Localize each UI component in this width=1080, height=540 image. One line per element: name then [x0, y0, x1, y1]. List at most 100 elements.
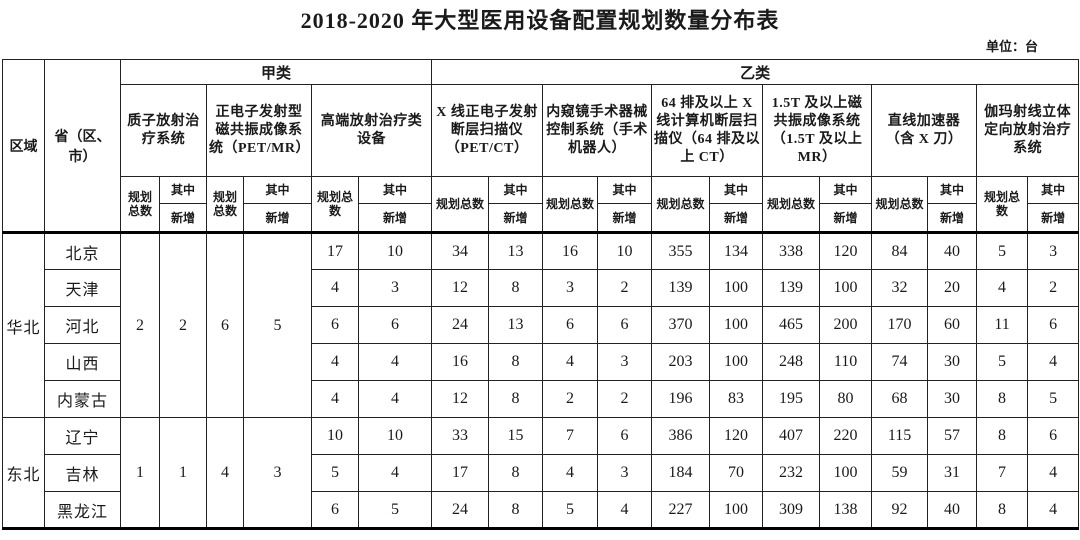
value-cell: 4	[311, 343, 359, 381]
merged-value-cell: 1	[120, 417, 160, 529]
region-cell-huabei: 华北	[2, 231, 45, 418]
value-cell: 5	[311, 454, 359, 492]
planned-total-header: 规划总数	[651, 176, 711, 233]
value-cell: 8	[976, 380, 1029, 418]
value-cell: 4	[597, 491, 653, 529]
value-cell: 40	[927, 231, 978, 270]
value-cell: 338	[762, 231, 821, 270]
value-cell: 3	[597, 454, 653, 492]
added-header: 新增	[597, 203, 653, 233]
value-cell: 83	[709, 380, 764, 418]
value-cell: 4	[1027, 343, 1080, 381]
of-which-header: 其中	[819, 176, 873, 204]
value-cell: 74	[871, 343, 929, 381]
value-cell: 31	[927, 454, 978, 492]
planning-distribution-table: 区域 省（区、市） 甲类 乙类 质子放射治疗系统 正电子发射型磁共振成像系统（P…	[2, 59, 1080, 530]
value-cell: 6	[597, 306, 653, 344]
value-cell: 4	[1027, 491, 1080, 529]
value-cell: 3	[542, 269, 599, 307]
value-cell: 20	[927, 269, 978, 307]
value-cell: 4	[357, 454, 433, 492]
equipment-header-petct: X 线正电子发射断层扫描仪（PET/CT）	[431, 84, 544, 177]
province-cell: 河北	[44, 306, 121, 344]
value-cell: 220	[819, 417, 873, 455]
of-which-header: 其中	[159, 176, 207, 204]
table-row-neimenggu: 内蒙古 4 4 12 8 2 2 196 83 195 80 68 30 8 5	[3, 380, 1080, 418]
added-header: 新增	[927, 203, 978, 233]
value-cell: 80	[819, 380, 873, 418]
value-cell: 6	[1027, 306, 1080, 344]
value-cell: 6	[1027, 417, 1080, 455]
merged-value-cell: 4	[206, 417, 244, 529]
value-cell: 59	[871, 454, 929, 492]
value-cell: 57	[927, 417, 978, 455]
value-cell: 309	[762, 491, 821, 529]
value-cell: 100	[709, 491, 764, 529]
added-header: 新增	[357, 203, 433, 233]
value-cell: 17	[431, 454, 490, 492]
value-cell: 6	[542, 306, 599, 344]
planned-total-header: 规划总数	[871, 176, 929, 233]
value-cell: 24	[431, 306, 490, 344]
value-cell: 203	[651, 343, 711, 381]
value-cell: 10	[357, 417, 433, 455]
value-cell: 6	[597, 417, 653, 455]
value-cell: 12	[431, 380, 490, 418]
value-cell: 115	[871, 417, 929, 455]
equipment-header-proton: 质子放射治疗系统	[120, 84, 207, 177]
merged-value-cell: 6	[206, 231, 244, 418]
value-cell: 3	[357, 269, 433, 307]
table-row-shanxi: 山西 4 4 16 8 4 3 203 100 248 110 74 30 5 …	[3, 343, 1080, 381]
equipment-header-petmr: 正电子发射型磁共振成像系统（PET/MR）	[206, 84, 312, 177]
value-cell: 232	[762, 454, 821, 492]
of-which-header: 其中	[1027, 176, 1080, 204]
value-cell: 195	[762, 380, 821, 418]
class-b-header: 乙类	[431, 59, 1080, 85]
value-cell: 10	[357, 231, 433, 270]
value-cell: 7	[976, 454, 1029, 492]
of-which-header: 其中	[709, 176, 764, 204]
value-cell: 6	[357, 306, 433, 344]
table-row-heilongjiang: 黑龙江 6 5 24 8 5 4 227 100 309 138 92 40 8…	[3, 491, 1080, 529]
value-cell: 248	[762, 343, 821, 381]
region-column-header: 区域	[2, 59, 45, 233]
added-header: 新增	[243, 203, 312, 233]
value-cell: 8	[976, 417, 1029, 455]
planned-total-header: 规划总数	[311, 176, 359, 233]
equipment-header-mr15t: 1.5T 及以上磁共振成像系统（1.5T 及以上 MR）	[762, 84, 873, 177]
province-cell: 内蒙古	[44, 380, 121, 418]
table-row-beijing: 华北 北京 2 2 6 5 17 10 34 13 16 10 355 134 …	[2, 231, 1080, 418]
value-cell: 170	[871, 306, 929, 344]
value-cell: 8	[488, 491, 544, 529]
value-cell: 10	[311, 417, 359, 455]
value-cell: 3	[1027, 231, 1080, 270]
value-cell: 15	[488, 417, 544, 455]
region-cell-dongbei: 东北	[2, 417, 45, 529]
merged-value-cell: 2	[159, 231, 207, 418]
value-cell: 8	[488, 343, 544, 381]
merged-value-cell: 1	[159, 417, 207, 529]
value-cell: 4	[542, 343, 599, 381]
value-cell: 70	[709, 454, 764, 492]
value-cell: 5	[976, 343, 1029, 381]
value-cell: 7	[542, 417, 599, 455]
value-cell: 138	[819, 491, 873, 529]
table-row-tianjin: 天津 4 3 12 8 3 2 139 100 139 100 32 20 4 …	[3, 269, 1080, 307]
province-cell: 辽宁	[44, 417, 121, 455]
value-cell: 465	[762, 306, 821, 344]
value-cell: 12	[431, 269, 490, 307]
of-which-header: 其中	[357, 176, 433, 204]
value-cell: 355	[651, 231, 711, 270]
value-cell: 16	[542, 231, 599, 270]
value-cell: 34	[431, 231, 490, 270]
value-cell: 33	[431, 417, 490, 455]
value-cell: 5	[976, 231, 1029, 270]
value-cell: 11	[976, 306, 1029, 344]
value-cell: 16	[431, 343, 490, 381]
value-cell: 2	[597, 269, 653, 307]
value-cell: 84	[871, 231, 929, 270]
value-cell: 6	[311, 491, 359, 529]
province-cell: 天津	[44, 269, 121, 307]
value-cell: 4	[542, 454, 599, 492]
table-row-liaoning: 东北 辽宁 1 1 4 3 10 10 33 15 7 6 386 120 40…	[2, 417, 1080, 529]
